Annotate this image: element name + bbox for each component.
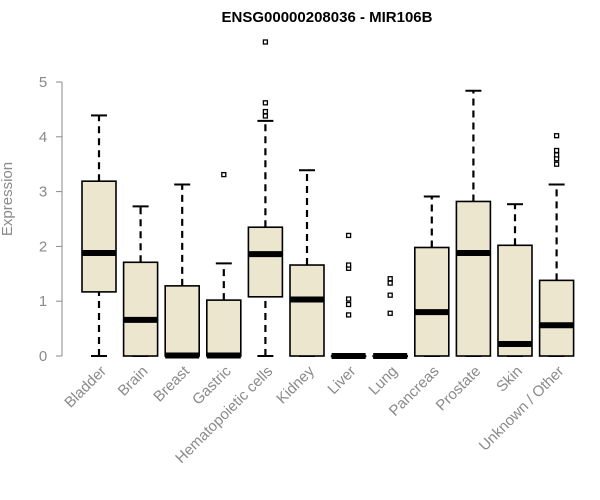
outlier-point [387, 310, 393, 316]
outlier-point [221, 171, 227, 178]
y-axis-label: Expression [0, 162, 16, 236]
category-label: Brain [115, 363, 152, 400]
box-iqr [289, 264, 325, 357]
outlier-point [262, 113, 269, 119]
outlier-point [387, 292, 393, 298]
box-iqr [206, 299, 242, 357]
box-10 [497, 203, 533, 357]
box-7 [372, 276, 409, 359]
category-label: Liver [324, 363, 359, 398]
outlier-point [262, 108, 269, 115]
box-iqr [413, 246, 450, 357]
box-1 [122, 205, 159, 357]
category-label: Bladder [61, 363, 110, 412]
box-5 [289, 169, 325, 357]
outlier-point [345, 232, 352, 239]
box-iqr [538, 279, 575, 357]
outlier-point [553, 161, 560, 167]
category-label: Skin [493, 363, 526, 396]
category-label: Kidney [273, 362, 318, 407]
y-tick-label: 3 [39, 184, 47, 201]
y-tick-label: 5 [39, 74, 47, 91]
outlier-point [345, 262, 352, 268]
box-iqr [497, 244, 533, 357]
category-label: Prostate [433, 363, 485, 415]
box-iqr [81, 180, 117, 293]
box-iqr [122, 261, 159, 357]
y-tick-label: 2 [39, 238, 47, 255]
outlier-point [345, 296, 352, 302]
chart-title: ENSG00000208036 - MIR106B [222, 9, 433, 26]
box-iqr [455, 200, 492, 357]
box-9 [455, 89, 492, 357]
outlier-point [387, 280, 393, 286]
outlier-point [553, 147, 560, 154]
box-3 [206, 171, 242, 359]
category-label: Lung [365, 363, 401, 399]
y-tick-label: 1 [39, 293, 47, 310]
y-tick-label: 4 [39, 129, 47, 146]
outlier-point [345, 301, 352, 308]
box-iqr [164, 285, 200, 357]
y-tick-label: 0 [39, 348, 47, 365]
box-6 [330, 232, 367, 359]
box-4 [247, 39, 284, 357]
box-iqr [247, 226, 284, 298]
boxes-group [81, 39, 575, 359]
box-8 [413, 195, 450, 357]
outlier-point [553, 152, 560, 158]
box-11 [538, 133, 575, 357]
box-0 [81, 114, 117, 357]
outlier-point [262, 39, 269, 45]
y-axis: 0 1 2 3 4 5 [39, 74, 63, 365]
outlier-point [387, 276, 393, 282]
outlier-point [345, 312, 352, 318]
outlier-point [262, 100, 269, 106]
box-2 [164, 183, 200, 359]
outlier-point [553, 133, 560, 139]
category-label: Breast [150, 362, 193, 405]
